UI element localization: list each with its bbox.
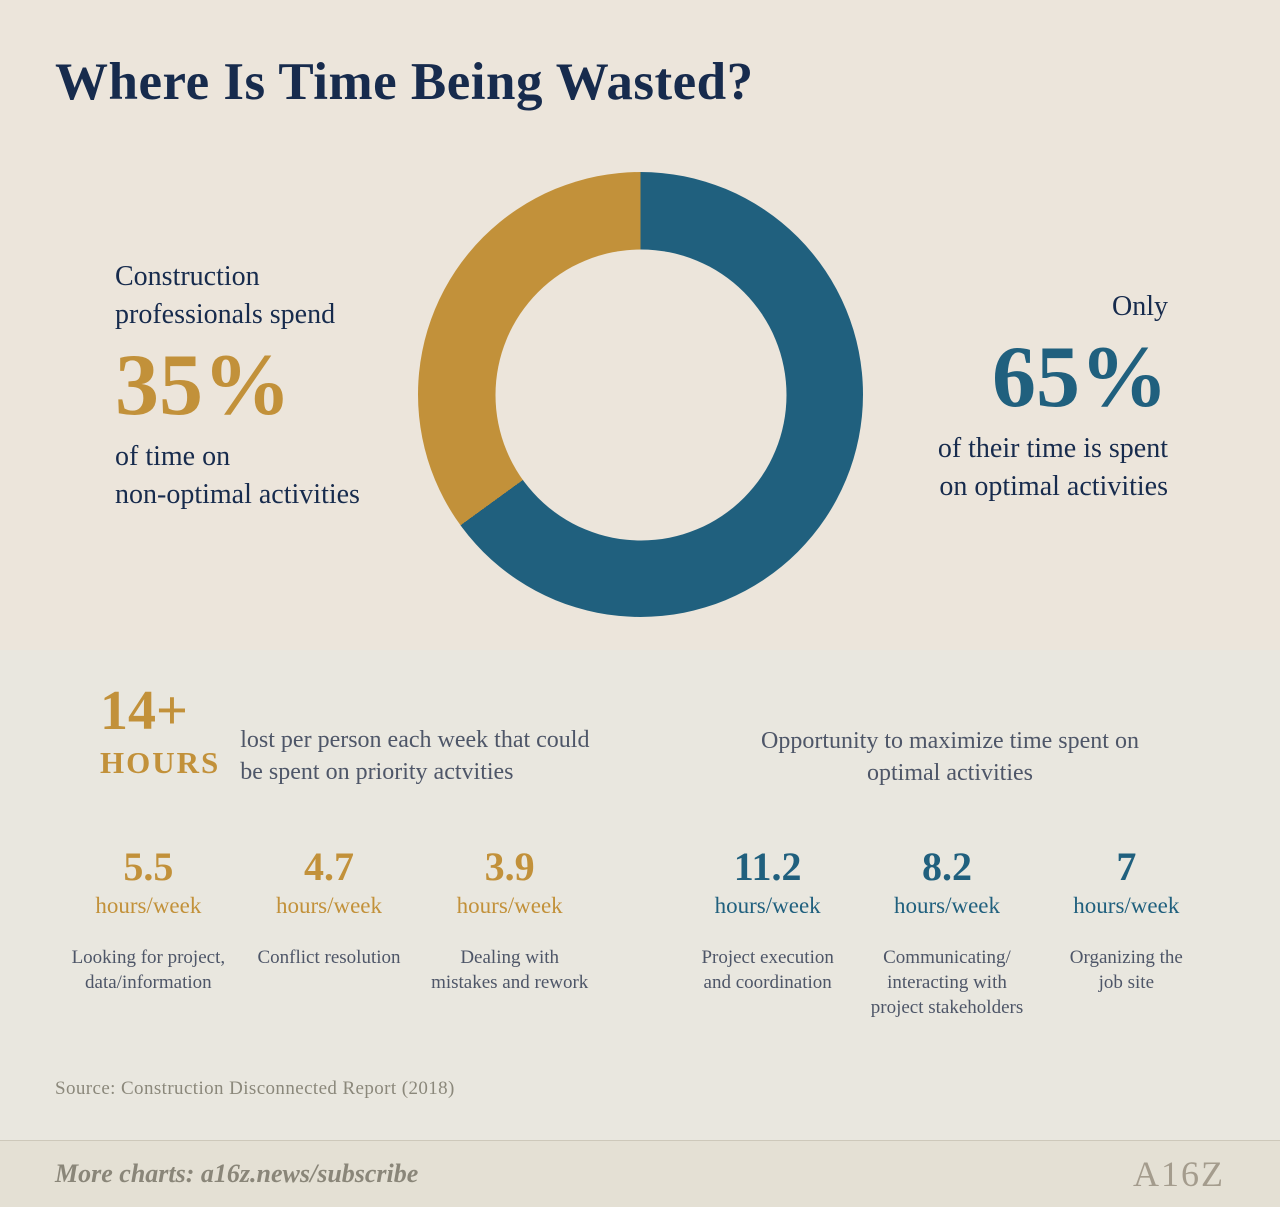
optimal-percentage: 65%	[992, 328, 1168, 426]
stat-communicating: 8.2 hours/week Communicating/ interactin…	[857, 845, 1036, 1020]
stat-value: 7	[1116, 844, 1137, 889]
subscribe-link[interactable]: More charts: a16z.news/subscribe	[55, 1159, 419, 1188]
stat-unit: hours/week	[893, 893, 1000, 918]
stat-conflict-resolution: 4.7 hours/week Conflict resolution	[239, 845, 420, 995]
opportunity-heading: Opportunity to maximize time spent on op…	[761, 728, 1139, 786]
donut-chart	[418, 172, 863, 617]
stat-value: 3.9	[484, 844, 535, 889]
stat-unit: hours/week	[275, 893, 383, 918]
callout-optimal: Only 65% of their time is spent on optim…	[898, 288, 1168, 506]
stat-label: Communicating/ interacting with project …	[870, 947, 1024, 1019]
stat-project-execution: 11.2 hours/week Project execution and co…	[678, 845, 857, 1020]
hours-lost-description: lost per person each week that could be …	[240, 727, 590, 785]
stat-organizing-job-site: 7 hours/week Organizing the job site	[1037, 845, 1216, 1020]
stat-value: 5.5	[123, 844, 174, 889]
stat-looking-for-data: 5.5 hours/week Looking for project, data…	[58, 845, 239, 995]
callout-tail: of their time is spent on optimal activi…	[937, 433, 1168, 502]
stat-label: Dealing with mistakes and rework	[431, 947, 589, 994]
stat-unit: hours/week	[714, 893, 821, 918]
page-title: Where Is Time Being Wasted?	[55, 53, 754, 111]
stat-label: Project execution and coordination	[701, 947, 834, 994]
opportunity-stats-group: 11.2 hours/week Project execution and co…	[678, 845, 1216, 1020]
callout-tail: of time on non-optimal activities	[115, 440, 360, 510]
hours-lost-unit: HOURS	[100, 745, 221, 780]
callout-lead: Only	[1112, 291, 1168, 322]
stat-unit: hours/week	[1073, 893, 1180, 918]
stat-label: Organizing the job site	[1069, 947, 1183, 994]
a16z-logo: A16Z	[1133, 1154, 1225, 1194]
stat-value: 11.2	[733, 844, 802, 889]
callout-non-optimal: Construction professionals spend 35% of …	[115, 258, 405, 514]
donut-hole	[495, 249, 786, 540]
footer: More charts: a16z.news/subscribe A16Z	[0, 1140, 1280, 1207]
stat-value: 4.7	[304, 844, 354, 889]
stat-value: 8.2	[921, 844, 972, 889]
source-citation: Source: Construction Disconnected Report…	[55, 1078, 455, 1099]
stat-unit: hours/week	[456, 893, 563, 918]
stat-label: Looking for project, data/information	[71, 947, 226, 994]
stat-unit: hours/week	[95, 893, 202, 918]
hours-lost-value: 14+	[100, 680, 188, 742]
stat-mistakes-rework: 3.9 hours/week Dealing with mistakes and…	[419, 845, 600, 995]
wasted-stats-group: 5.5 hours/week Looking for project, data…	[58, 845, 600, 995]
stat-label: Conflict resolution	[257, 947, 401, 968]
hours-lost-figure: 14+ HOURS	[100, 683, 220, 781]
donut-section: Where Is Time Being Wasted? Construction…	[55, 53, 1168, 617]
callout-lead: Construction professionals spend	[115, 261, 336, 330]
stats-section: 14+ HOURS lost per person each week that…	[0, 650, 1280, 1140]
hours-lost-headline: 14+ HOURS lost per person each week that…	[100, 683, 589, 788]
non-optimal-percentage: 35%	[115, 336, 291, 434]
